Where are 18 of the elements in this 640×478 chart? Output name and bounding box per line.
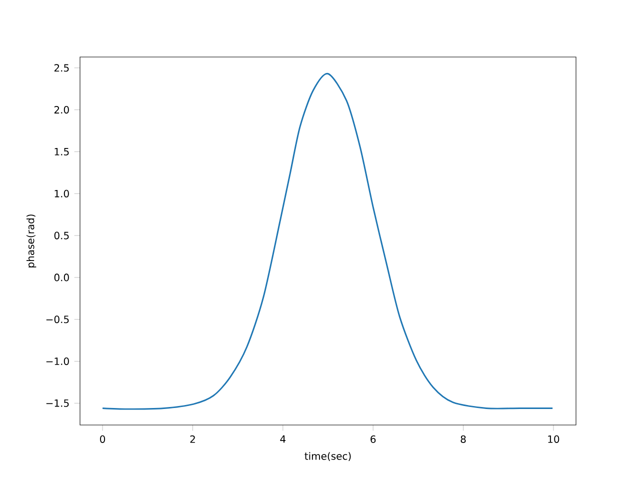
y-tick-label: 2.5 — [54, 64, 69, 72]
y-tick-label: 0.0 — [54, 274, 69, 282]
y-tick-label: 2.0 — [54, 106, 69, 114]
x-tick-label: 0 — [100, 435, 106, 443]
x-tick-label: 8 — [460, 435, 466, 443]
y-tick-label: −1.0 — [46, 357, 69, 366]
y-tick-label: −0.5 — [46, 316, 69, 324]
y-tick-label: 0.5 — [54, 232, 69, 240]
line-series — [102, 73, 554, 410]
x-tick-label: 4 — [280, 435, 286, 443]
y-tick-label: 1.5 — [54, 148, 69, 156]
y-tick-label: −1.5 — [46, 399, 69, 407]
x-axis-title: time(sec) — [304, 452, 351, 462]
x-tick-label: 6 — [370, 435, 376, 443]
x-tick-label: 2 — [190, 435, 195, 443]
x-tick-label: 10 — [548, 435, 560, 443]
y-axis-title: phase(rad) — [26, 214, 36, 268]
y-tick-label: 1.0 — [54, 190, 69, 198]
